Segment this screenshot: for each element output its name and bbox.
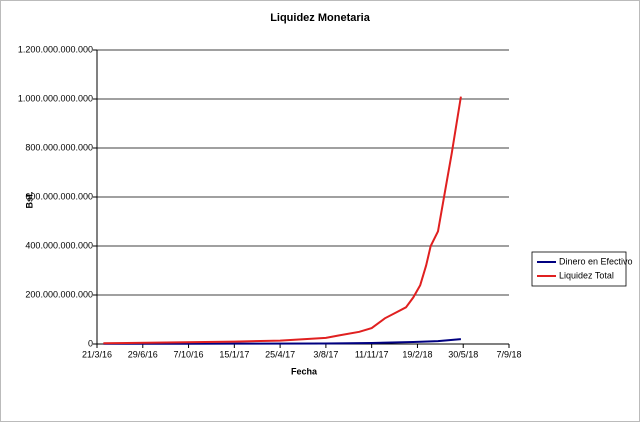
series-line [103,338,461,345]
x-tick-label: 21/3/16 [82,349,112,359]
y-tick-label: 400.000.000.000 [25,240,93,250]
series-line [103,96,462,345]
x-tick-label: 3/8/17 [313,349,338,359]
x-tick-label: 7/10/16 [174,349,204,359]
x-tick-label: 19/2/18 [402,349,432,359]
y-tick-label: 1.000.000.000.000 [18,93,93,103]
x-axis-label: Fecha [291,366,318,376]
x-tick-label: 7/9/18 [496,349,521,359]
y-axis-label: Bsf. [24,191,34,208]
x-tick-label: 11/11/17 [355,349,389,359]
legend-box [531,251,627,287]
x-tick-label: 29/6/16 [128,349,158,359]
x-tick-label: 30/5/18 [448,349,478,359]
legend-label: Liquidez Total [559,270,614,280]
y-tick-label: 1.200.000.000.000 [18,44,93,54]
chart-title: Liquidez Monetaria [270,12,371,24]
y-tick-label: 0 [88,338,93,348]
x-tick-label: 25/4/17 [265,349,295,359]
y-tick-label: 200.000.000.000 [25,289,93,299]
x-tick-label: 15/1/17 [219,349,249,359]
y-tick-label: 800.000.000.000 [25,142,93,152]
y-tick-label: 600.000.000.000 [25,191,93,201]
legend-label: Dinero en Efectivo [559,256,633,266]
